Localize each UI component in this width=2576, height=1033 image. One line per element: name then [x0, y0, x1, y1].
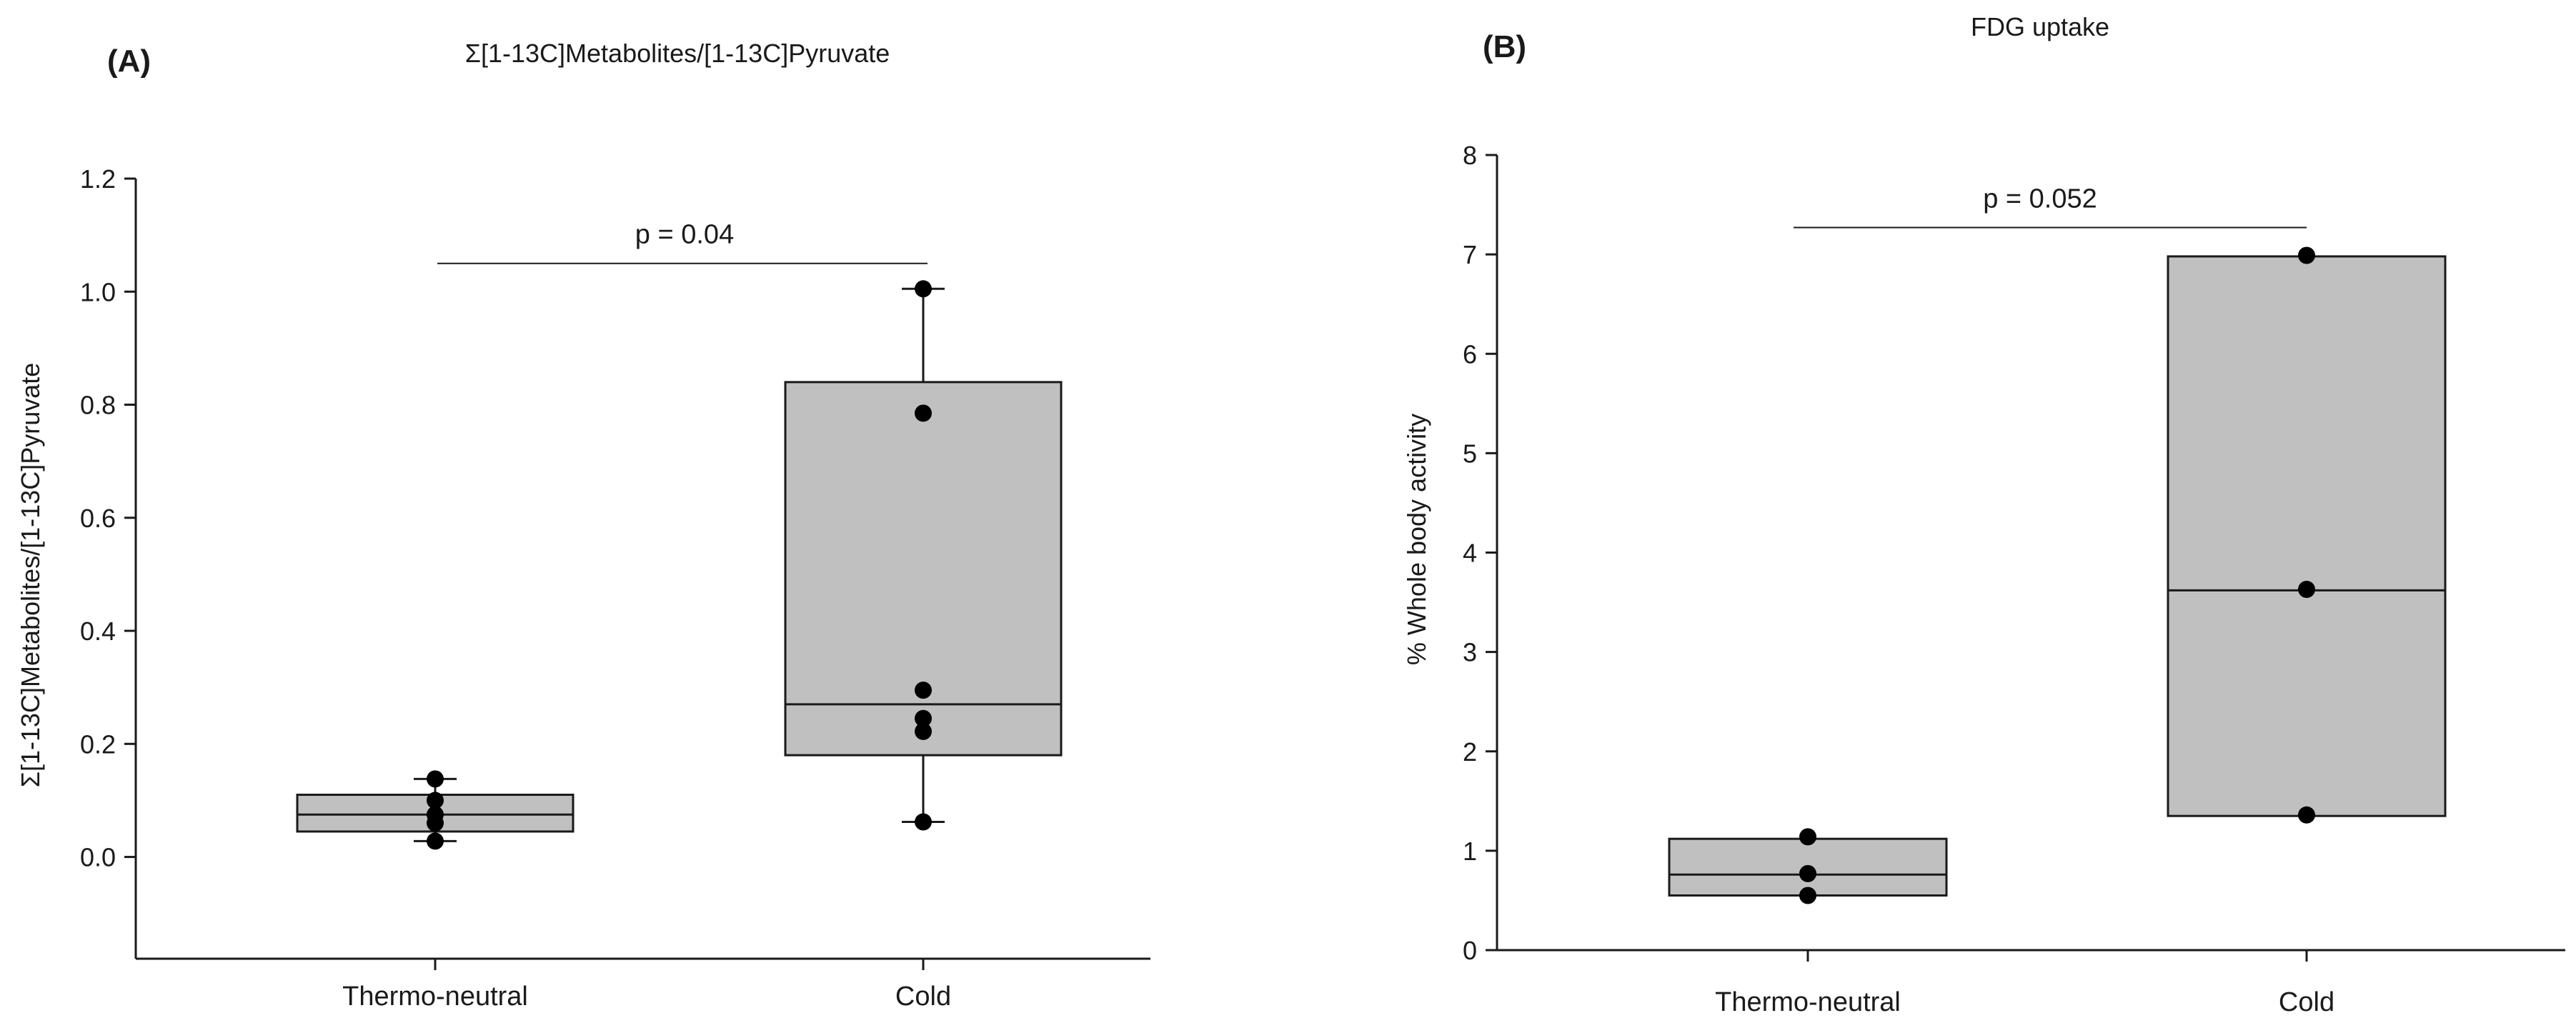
y-tick-label: 0 [1463, 936, 1477, 965]
panel-a-y-axis-label: Σ[1-13C]Metabolites/[1-13C]Pyruvate [16, 363, 45, 788]
x-category-label: Thermo-neutral [342, 982, 528, 1012]
y-tick-label: 8 [1463, 141, 1477, 170]
y-tick-label: 3 [1463, 638, 1477, 667]
panel-b-title: FDG uptake [1971, 12, 2109, 41]
data-point [915, 813, 932, 831]
panel-b-label: (B) [1483, 29, 1526, 64]
data-point [427, 770, 444, 788]
box-iqr [2167, 255, 2447, 817]
data-point [427, 806, 444, 824]
data-point [427, 832, 444, 850]
x-category-label: Cold [2279, 987, 2334, 1017]
box-iqr [784, 381, 1063, 757]
data-point [915, 280, 932, 298]
data-point [2298, 580, 2315, 598]
y-tick-label: 0.0 [80, 843, 116, 872]
y-tick-label: 5 [1463, 439, 1477, 468]
data-point [2298, 246, 2315, 264]
data-point [2298, 806, 2315, 824]
x-category-label: Cold [895, 982, 951, 1012]
data-point [427, 792, 444, 809]
p-value-label: p = 0.04 [635, 220, 734, 250]
y-tick-label: 1.2 [80, 164, 116, 194]
y-tick-label: 0.4 [80, 617, 116, 646]
y-tick-label: 1 [1463, 837, 1477, 866]
data-point [1799, 887, 1816, 904]
x-category-label: Thermo-neutral [1715, 987, 1901, 1017]
panel-a-label: (A) [107, 44, 151, 79]
data-point [1799, 864, 1816, 882]
y-tick-label: 0.2 [80, 729, 116, 759]
y-tick-label: 2 [1463, 737, 1477, 767]
y-tick-label: 1.0 [80, 277, 116, 306]
y-tick-label: 0.6 [80, 504, 116, 533]
p-value-label: p = 0.052 [1983, 184, 2097, 214]
panel-a: (A) Σ[1-13C]Metabolites/[1-13C]Pyruvate … [16, 39, 1150, 1012]
panel-a-plot-area: 0.0 0.2 0.4 0.6 0.8 1.0 1.2 Thermo-neutral Cold p… [80, 164, 1150, 1012]
data-point [1799, 828, 1816, 846]
y-tick-label: 0.8 [80, 391, 116, 420]
panel-b: (B) FDG uptake % Whole body activity 0 1 2… [1402, 12, 2565, 1017]
panel-b-plot-area: 0 1 2 3 4 5 6 7 8 Thermo-neutral Cold p = 0.052 [1463, 141, 2565, 1017]
data-point [915, 722, 932, 740]
data-point [915, 709, 932, 727]
panel-a-title: Σ[1-13C]Metabolites/[1-13C]Pyruvate [465, 39, 890, 68]
panel-b-y-axis-label: % Whole body activity [1402, 414, 1431, 665]
data-point [915, 682, 932, 699]
y-tick-label: 4 [1463, 539, 1477, 568]
y-tick-label: 7 [1463, 240, 1477, 269]
data-point [915, 404, 932, 422]
y-tick-label: 6 [1463, 339, 1477, 369]
